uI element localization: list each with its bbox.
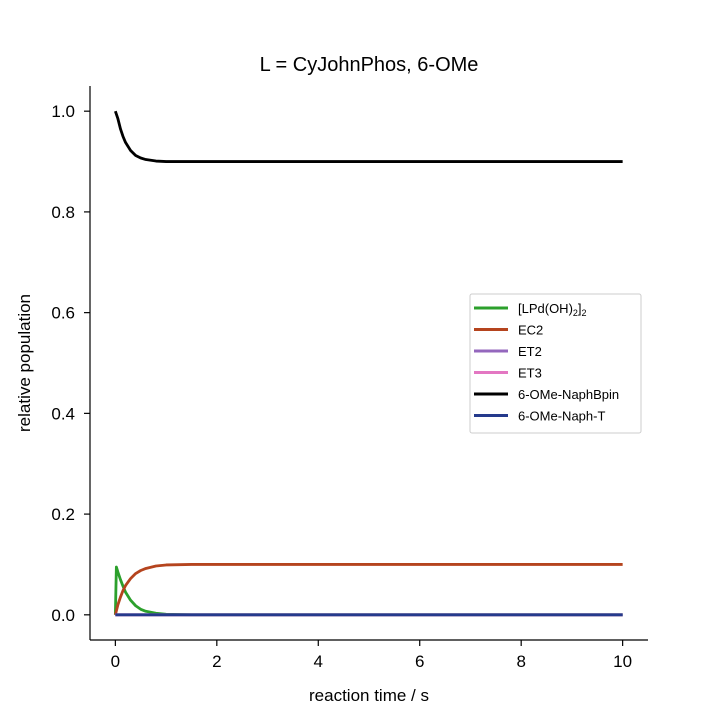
y-tick-label: 0.6 [51,304,75,323]
y-ticks: 0.0 0.2 0.4 0.6 0.8 1.0 [51,102,90,625]
legend-label: [LPd(OH)2]2 [518,301,587,318]
series-line-lpd-oh-2-2 [113,565,623,617]
x-ticks: 0 2 4 6 8 10 [111,640,632,671]
legend-label: ET2 [518,344,542,359]
legend-label: 6-OMe-Naph-T [518,409,605,424]
y-axis-label: relative population [15,294,34,432]
x-axis-label: reaction time / s [309,686,429,705]
plot-series [113,110,623,617]
legend-entries: [LPd(OH)2]2 EC2 ET2 ET3 6-OMe-NaphBpin 6-OMe-… [474,301,619,424]
y-tick-label: 0.4 [51,404,75,423]
x-tick-label: 2 [212,652,221,671]
x-tick-label: 4 [314,652,323,671]
y-tick-label: 1.0 [51,102,75,121]
legend-label: 6-OMe-NaphBpin [518,387,619,402]
x-tick-label: 8 [516,652,525,671]
y-tick-label: 0.0 [51,606,75,625]
y-tick-label: 0.2 [51,505,75,524]
legend: [LPd(OH)2]2 EC2 ET2 ET3 6-OMe-NaphBpin 6-OMe-… [469,293,642,434]
legend-label: EC2 [518,323,543,338]
legend-box [469,293,642,434]
x-tick-label: 6 [415,652,424,671]
legend-label: ET3 [518,366,542,381]
x-tick-label: 10 [613,652,632,671]
chart-title: L = CyJohnPhos, 6-OMe [260,54,479,76]
x-tick-label: 0 [111,652,120,671]
axes: 0 2 4 6 8 10 0.0 0.2 0.4 0.6 0.8 1.0 [51,86,648,671]
y-tick-label: 0.8 [51,203,75,222]
series-line-ec2 [114,563,623,616]
series-line-6-ome-naphbpin [114,110,623,163]
